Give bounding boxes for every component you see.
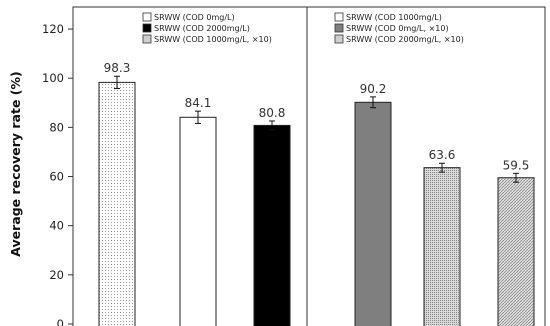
y-tick-label-40: 40 — [49, 219, 64, 233]
data-label-3: 80.8 — [259, 106, 286, 120]
bar-5 — [423, 167, 461, 326]
legend-right-label-2: SRWW (COD 0mg/L, ×10) — [346, 24, 449, 33]
legend-right-swatch-3 — [334, 34, 344, 44]
bar-3 — [253, 124, 291, 326]
legend-left-label-2: SRWW (COD 2000mg/L) — [154, 24, 250, 33]
y-axis-label: Average recovery rate (%) — [8, 71, 23, 257]
bar-4 — [354, 101, 392, 326]
data-label-6: 59.5 — [503, 158, 530, 172]
legend-left-swatch-2 — [142, 23, 152, 33]
data-label-4: 90.2 — [360, 82, 387, 96]
bar-1 — [98, 81, 136, 326]
bar-6 — [497, 177, 535, 326]
y-tick-label-100: 100 — [42, 71, 64, 85]
y-tick-label-60: 60 — [49, 170, 64, 184]
legend-right-label-1: SRWW (COD 1000mg/L) — [346, 13, 442, 22]
y-tick-label-0: 0 — [57, 317, 64, 326]
legend-left-label-3: SRWW (COD 1000mg/L, ×10) — [154, 35, 272, 44]
legend-left-label-1: SRWW (COD 0mg/L) — [154, 13, 235, 22]
legend-right-label-3: SRWW (COD 2000mg/L, ×10) — [346, 35, 464, 44]
data-label-2: 84.1 — [185, 96, 212, 110]
y-tick-label-80: 80 — [49, 120, 64, 134]
plot-frame — [72, 6, 546, 326]
legend-left-swatch-1 — [142, 12, 152, 22]
y-axis: 0 20 40 60 80 100 120 — [42, 22, 73, 326]
legend-left: SRWW (COD 0mg/L) SRWW (COD 2000mg/L) SRWW … — [142, 12, 272, 44]
legend-left-swatch-3 — [142, 34, 152, 44]
data-label-1: 98.3 — [104, 61, 131, 75]
legend-right-swatch-1 — [334, 12, 344, 22]
y-tick-label-120: 120 — [42, 22, 64, 36]
legend-right-swatch-2 — [334, 23, 344, 33]
y-tick-label-20: 20 — [49, 268, 64, 282]
data-label-5: 63.6 — [429, 148, 456, 162]
bar-2 — [179, 116, 217, 326]
legend-right: SRWW (COD 1000mg/L) SRWW (COD 0mg/L, ×10)… — [334, 12, 464, 44]
plot-border — [72, 6, 546, 326]
bars: 98.3 84.1 80.8 90.2 63.6 59.5 — [98, 61, 535, 326]
